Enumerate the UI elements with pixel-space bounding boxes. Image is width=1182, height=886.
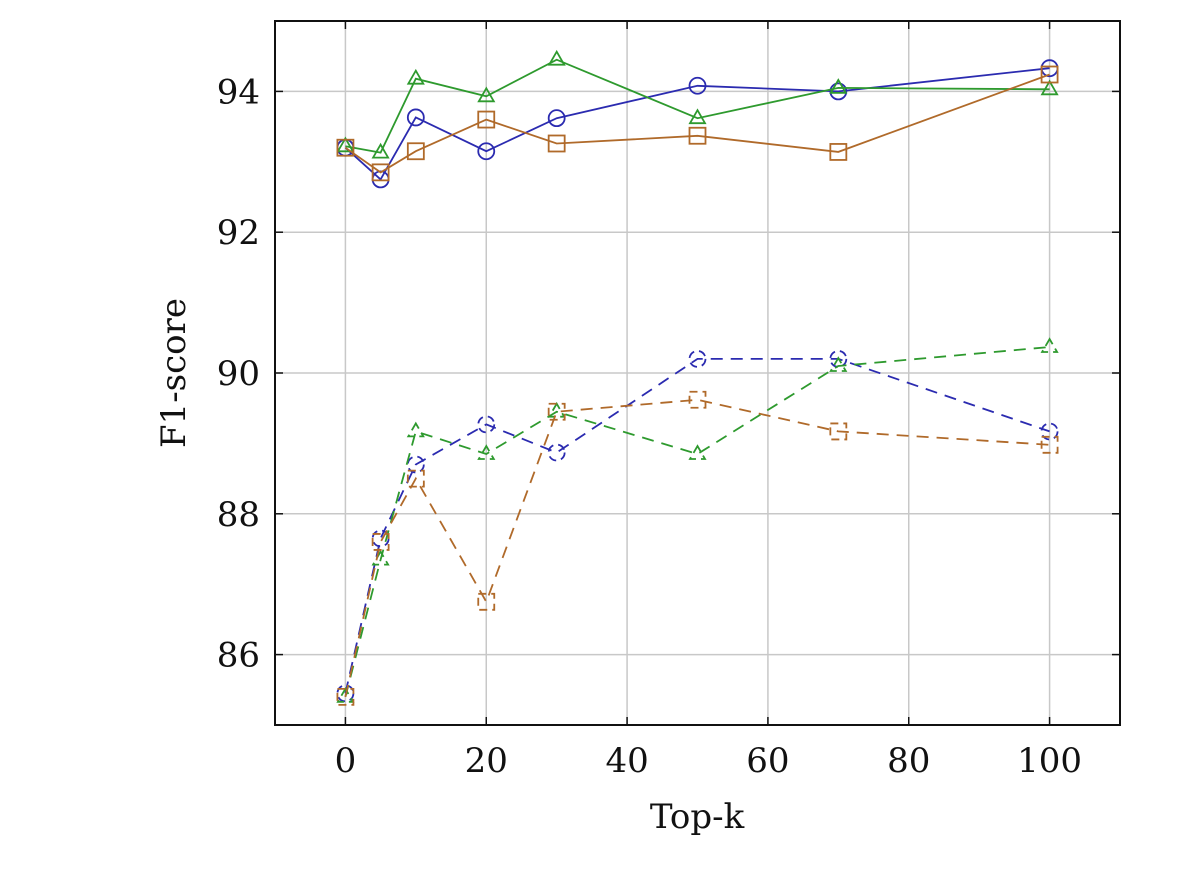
data-point-blue-dashed [547,443,566,462]
data-point-blue-solid [477,142,496,161]
data-point-green-solid [829,78,848,94]
data-point-green-solid [1040,79,1059,96]
data-point-brown-dashed [829,422,848,441]
y-tick-label: 92 [217,213,260,253]
data-point-brown-solid [477,110,496,129]
data-point-blue-solid [688,76,707,95]
data-point-brown-dashed [336,687,355,706]
x-tick-label: 100 [1017,741,1082,781]
data-point-green-solid [477,86,496,103]
data-point-brown-dashed [688,390,707,409]
series-layer [336,49,1059,706]
x-tick-label: 20 [465,741,508,781]
data-point-brown-solid [371,163,390,182]
data-point-blue-dashed [477,415,496,434]
data-point-brown-solid [547,134,566,153]
data-point-brown-dashed [371,533,390,551]
data-point-brown-solid [406,142,425,161]
series-brown-dashed [336,390,1059,706]
data-point-green-dashed [406,421,425,438]
grid [275,21,1120,725]
data-point-brown-dashed [477,592,496,611]
data-point-green-solid [371,142,390,159]
data-point-blue-solid [547,109,566,128]
data-point-green-dashed [336,686,355,703]
series-brown-solid [336,65,1059,182]
data-point-brown-dashed [1040,435,1059,454]
data-point-green-dashed [688,444,707,460]
x-tick-label: 80 [887,741,930,781]
y-tick-label: 88 [217,495,260,535]
series-line-green-dashed [344,346,1050,698]
series-line-brown-dashed [344,398,1050,697]
x-tick-label: 60 [746,741,789,781]
data-point-green-dashed [547,401,566,418]
data-point-green-dashed [1040,337,1059,353]
data-point-brown-solid [688,126,707,145]
data-point-brown-solid [336,138,355,157]
data-point-green-solid [336,136,355,153]
series-line-brown-solid [344,73,1050,174]
data-point-green-dashed [477,444,496,460]
y-tick-label: 86 [217,636,260,676]
data-point-blue-dashed [688,350,707,368]
data-point-green-solid [688,108,707,125]
y-tick-label: 90 [217,354,260,394]
data-point-green-solid [547,49,566,66]
data-point-blue-dashed [406,455,425,474]
data-point-blue-dashed [829,350,848,368]
x-axis-title: Top-k [650,797,745,837]
data-point-green-dashed [829,356,848,372]
data-point-blue-solid [406,108,425,127]
data-point-blue-dashed [1040,422,1059,441]
series-line-blue-dashed [344,357,1050,694]
series-blue-dashed [336,350,1059,703]
data-point-brown-dashed [547,402,566,421]
data-point-blue-solid [829,82,848,101]
y-axis-title: F1-score [154,298,194,448]
series-green-dashed [336,337,1059,703]
data-point-green-solid [406,68,425,85]
x-tick-label: 0 [335,741,357,781]
series-green-solid [336,49,1059,159]
data-point-brown-solid [1040,65,1059,84]
axis-ticks: 0 20 40 60 80 100 86 88 90 92 94 [217,21,1120,781]
data-point-brown-dashed [406,469,425,488]
x-tick-label: 40 [605,741,648,781]
data-point-brown-solid [829,143,848,161]
series-line-green-solid [345,58,1050,154]
y-tick-label: 94 [217,72,260,112]
